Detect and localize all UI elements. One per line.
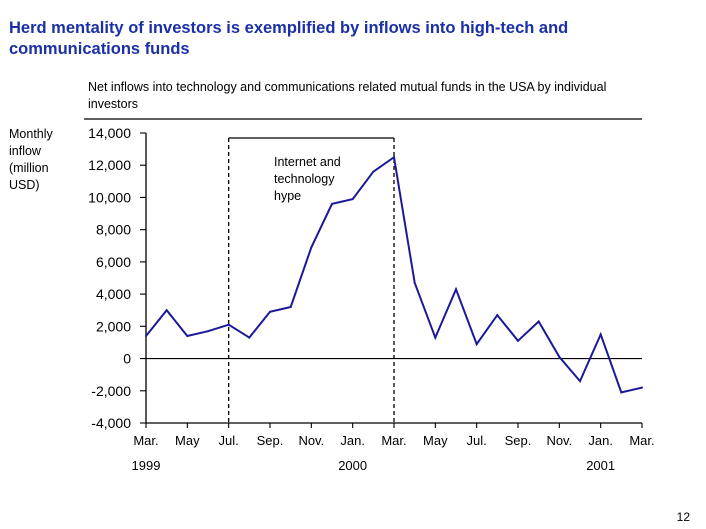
annotation-label: Internet and technology hype: [274, 155, 341, 203]
y-tick-label: 12,000: [88, 157, 131, 173]
y-tick-label: -4,000: [91, 415, 131, 431]
data-point: [496, 314, 499, 317]
data-point: [331, 202, 333, 205]
x-tick-label: Nov.: [546, 433, 572, 448]
x-tick-label: Mar.: [381, 433, 406, 448]
data-point: [372, 170, 375, 173]
x-year-label: 1999: [132, 458, 161, 473]
data-point: [434, 336, 437, 339]
y-tick-label: 14,000: [88, 125, 131, 141]
data-point: [269, 310, 271, 313]
x-tick-label: May: [175, 433, 200, 448]
data-point: [145, 335, 147, 337]
y-axis-label: Monthly inflow (million USD): [9, 127, 53, 192]
slide-title: Herd mentality of investors is exemplifi…: [9, 19, 569, 58]
x-tick-label: Jul.: [219, 433, 239, 448]
chart-title: Net inflows into technology and communic…: [88, 80, 607, 111]
data-point: [393, 156, 395, 159]
x-tick-label: Sep.: [257, 433, 284, 448]
x-tick-label: Jan.: [340, 433, 365, 448]
y-tick-label: 6,000: [96, 254, 131, 270]
data-point: [517, 339, 519, 342]
data-point: [558, 355, 561, 358]
y-tick-label: 8,000: [96, 222, 131, 238]
data-point: [186, 335, 189, 337]
x-tick-label: Nov.: [298, 433, 324, 448]
data-point: [620, 391, 623, 394]
y-tick-label: 10,000: [88, 189, 131, 205]
data-point: [455, 288, 457, 291]
y-tick-label: 0: [123, 351, 131, 367]
data-point: [207, 330, 209, 333]
page-number: 12: [676, 510, 690, 524]
data-point: [227, 323, 230, 326]
data-point: [475, 343, 478, 346]
data-point: [310, 246, 313, 249]
x-tick-label: May: [423, 433, 448, 448]
data-point: [537, 320, 540, 323]
x-tick-label: Sep.: [505, 433, 532, 448]
x-tick-label: Mar.: [629, 433, 654, 448]
y-tick-label: 2,000: [96, 318, 131, 334]
data-point: [641, 386, 643, 389]
x-year-label: 2000: [338, 458, 367, 473]
data-point: [289, 306, 292, 308]
data-point: [248, 336, 251, 339]
y-tick-label: -2,000: [91, 383, 131, 399]
data-point: [413, 281, 416, 284]
x-year-label: 2001: [586, 458, 615, 473]
data-point: [579, 380, 581, 383]
data-point: [351, 198, 354, 201]
x-tick-label: Jul.: [467, 433, 487, 448]
x-tick-label: Mar.: [133, 433, 158, 448]
x-tick-label: Jan.: [588, 433, 613, 448]
data-point: [599, 333, 602, 336]
y-tick-label: 4,000: [96, 286, 131, 302]
data-point: [165, 309, 168, 312]
